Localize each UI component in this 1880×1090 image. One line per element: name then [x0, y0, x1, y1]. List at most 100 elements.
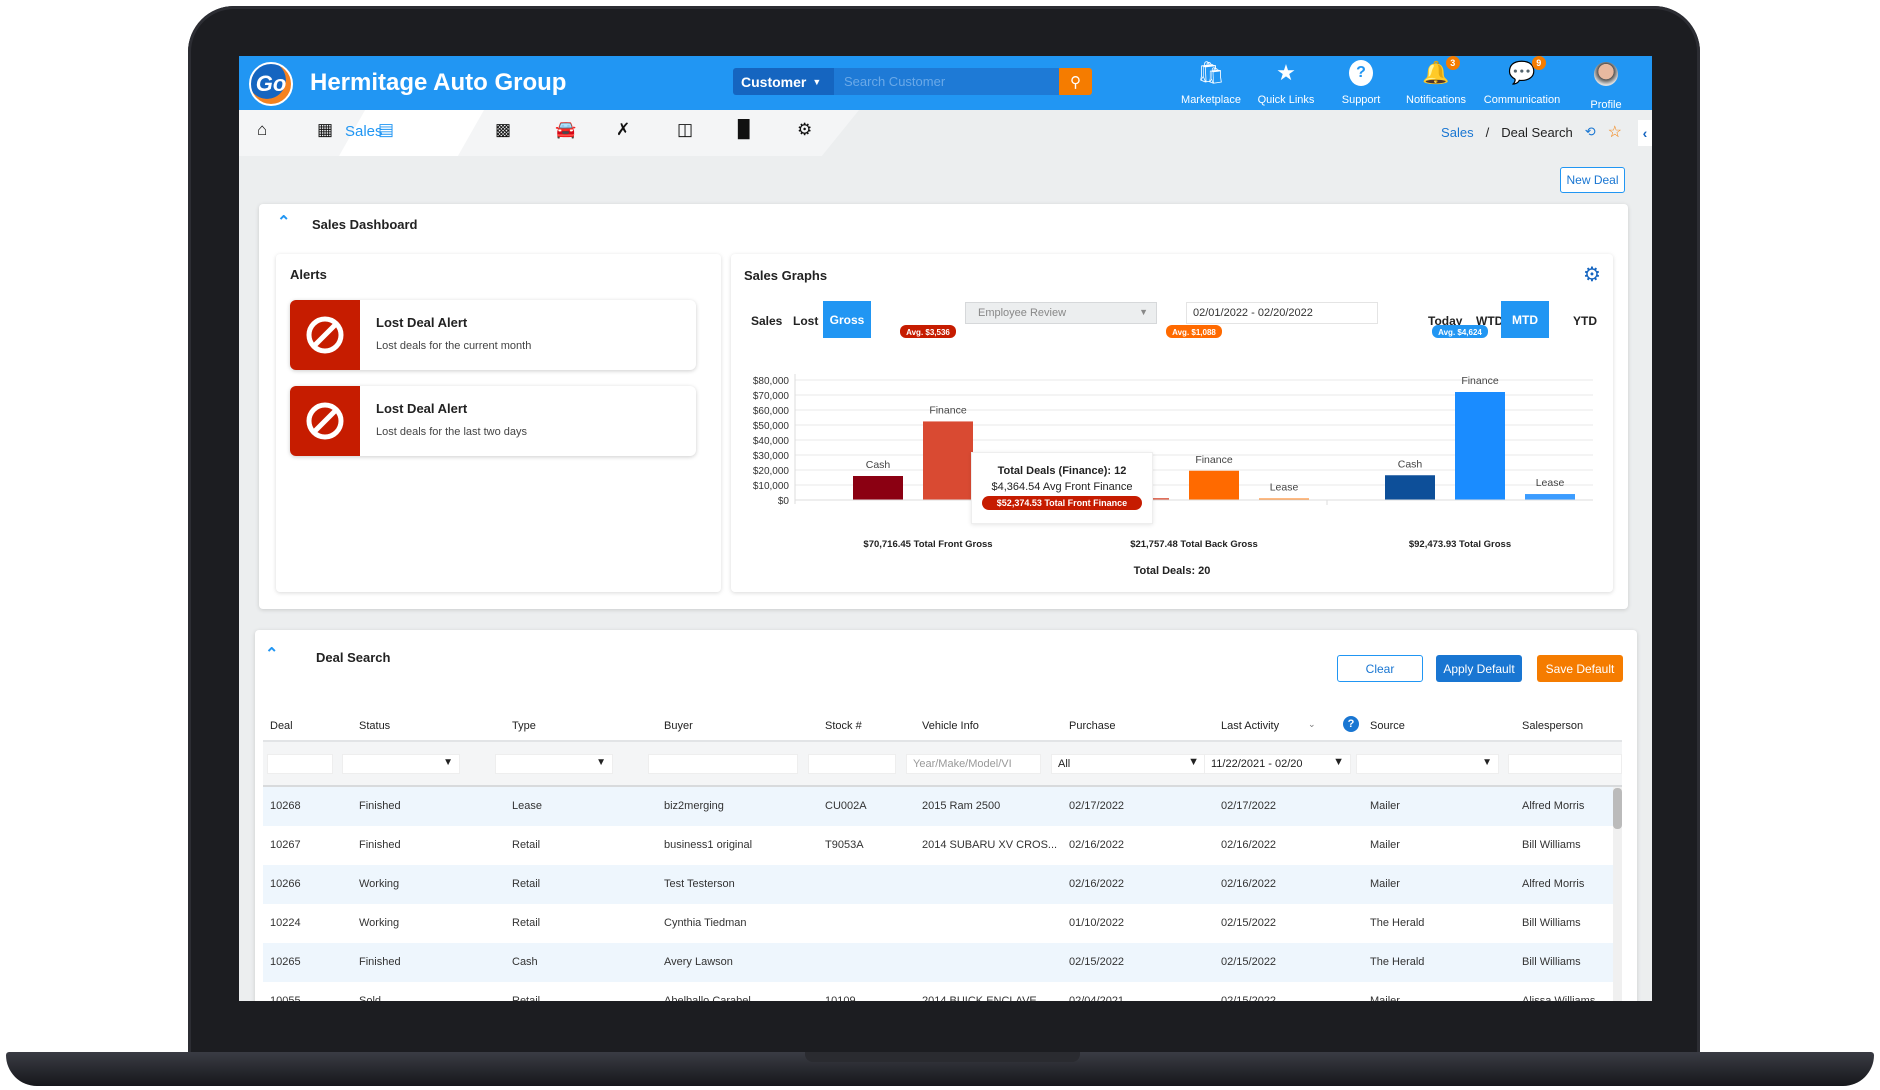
period-ytd[interactable]: YTD	[1573, 314, 1597, 328]
share-icon[interactable]: ⟲	[1584, 124, 1596, 139]
source-filter[interactable]: ▼	[1356, 754, 1499, 774]
settings-gear-icon[interactable]: ⚙	[1583, 264, 1601, 286]
table-cell: Cynthia Tiedman	[664, 917, 747, 929]
tab-sales[interactable]: Sales	[751, 314, 783, 328]
table-cell: Lease	[512, 800, 542, 812]
apply-default-button[interactable]: Apply Default	[1436, 655, 1522, 682]
help-icon[interactable]: ?	[1343, 716, 1359, 732]
table-scrollbar[interactable]	[1613, 787, 1622, 1001]
car-icon[interactable]: 🚘	[555, 120, 577, 139]
deal-filter[interactable]	[267, 754, 333, 774]
column-header[interactable]: Last Activity	[1221, 720, 1280, 732]
alert-item[interactable]: Lost Deal Alert Lost deals for the curre…	[290, 300, 696, 370]
alert-item[interactable]: Lost Deal Alert Lost deals for the last …	[290, 386, 696, 456]
go-logo[interactable]: Go	[249, 62, 293, 106]
period-wtd[interactable]: WTD	[1476, 314, 1504, 328]
last-activity-filter-value: 11/22/2021 - 02/20	[1211, 758, 1303, 770]
column-header[interactable]: Status	[359, 720, 391, 732]
star-icon[interactable]: ☆	[1607, 124, 1622, 141]
battery-icon[interactable]: ◫	[677, 120, 694, 139]
communication-button[interactable]: 💬 9 Communication	[1482, 56, 1562, 106]
table-row[interactable]: 10055 Sold Retail Abelballo Carabel 10109 201…	[263, 982, 1613, 1001]
save-default-button[interactable]: Save Default	[1537, 655, 1623, 682]
quick-links-button[interactable]: ★ Quick Links	[1246, 60, 1326, 106]
calculator-icon[interactable]: ▦	[317, 120, 334, 139]
alerts-card: Alerts Lost Deal Alert Lost deals for th…	[276, 254, 721, 592]
column-header[interactable]: Salesperson	[1522, 720, 1584, 732]
report-select[interactable]: Employee Review ▼	[965, 302, 1157, 324]
table-cell: 02/04/2021	[1069, 995, 1125, 1001]
group-total-label: $70,716.45 Total Front Gross	[863, 539, 992, 550]
table-cell: Bill Williams	[1522, 956, 1581, 968]
bar-finance	[1189, 470, 1239, 500]
table-cell: 02/17/2022	[1069, 800, 1125, 812]
y-tick-label: $30,000	[753, 451, 790, 462]
column-header[interactable]: Buyer	[664, 720, 693, 732]
stock-filter[interactable]	[808, 754, 896, 774]
column-header[interactable]: Purchase	[1069, 720, 1116, 732]
column-header[interactable]: Vehicle Info	[922, 720, 979, 732]
table-cell: The Herald	[1370, 917, 1425, 929]
column-header[interactable]: Stock #	[825, 720, 862, 732]
notifications-button[interactable]: 🔔 3 Notifications	[1396, 56, 1476, 106]
home-icon[interactable]: ⌂	[257, 120, 268, 139]
column-header[interactable]: Deal	[270, 720, 293, 732]
table-cell: 10265	[270, 956, 301, 968]
gear-icon[interactable]: ⚙	[797, 120, 813, 139]
breadcrumb-sales[interactable]: Sales	[1441, 124, 1474, 140]
type-filter[interactable]: ▼	[495, 754, 613, 774]
table-cell: T9053A	[825, 839, 864, 851]
tab-gross[interactable]: Gross	[823, 301, 871, 338]
tab-lost[interactable]: Lost	[793, 314, 819, 328]
period-mtd[interactable]: MTD	[1501, 301, 1549, 338]
scrollbar-thumb[interactable]	[1613, 788, 1622, 829]
clear-button[interactable]: Clear	[1337, 655, 1423, 682]
marketplace-label: Marketplace	[1181, 94, 1241, 106]
collapse-panel-button[interactable]: ‹	[1638, 120, 1652, 146]
collapse-chevron-icon[interactable]: ⌃	[265, 646, 279, 663]
salesperson-filter[interactable]	[1508, 754, 1622, 774]
search-scope-dropdown[interactable]: Customer ▼	[733, 68, 834, 95]
table-cell: 10267	[270, 839, 301, 851]
table-cell: Bill Williams	[1522, 917, 1581, 929]
table-cell: biz2merging	[664, 800, 724, 812]
table-cell: Retail	[512, 878, 541, 890]
bar-chart-icon[interactable]: ▉	[738, 120, 752, 139]
column-header[interactable]: Type	[512, 720, 536, 732]
table-row[interactable]: 10266 Working Retail Test Testerson 02/16/20…	[263, 865, 1613, 904]
table-cell: 02/15/2022	[1221, 995, 1277, 1001]
breadcrumb-current: Deal Search	[1501, 124, 1573, 140]
date-range-input[interactable]: 02/01/2022 - 02/20/2022	[1186, 302, 1378, 324]
table-row[interactable]: 10268 Finished Lease biz2merging CU002A 2015 …	[263, 787, 1613, 826]
sort-chevron-icon[interactable]: ⌄	[1308, 719, 1316, 729]
y-tick-label: $40,000	[753, 436, 790, 447]
contact-icon[interactable]: ▩	[495, 120, 512, 139]
marketplace-button[interactable]: 🛍 Marketplace	[1171, 60, 1251, 106]
alert-title: Lost Deal Alert	[376, 401, 468, 416]
column-header[interactable]: Source	[1370, 720, 1405, 732]
search-icon[interactable]: ⚲	[1059, 68, 1092, 95]
table-row[interactable]: 10265 Finished Cash Avery Lawson 02/15/2022 0…	[263, 943, 1613, 982]
sales-icon[interactable]: ▤	[378, 120, 395, 139]
period-today[interactable]: Today	[1428, 314, 1463, 328]
new-deal-button[interactable]: New Deal	[1560, 167, 1625, 193]
nav-tab-sales[interactable]: Sales	[345, 123, 383, 140]
alert-title: Lost Deal Alert	[376, 315, 468, 330]
filter-icon[interactable]: ▼	[1188, 756, 1199, 768]
filter-icon[interactable]: ▼	[1333, 756, 1344, 768]
avatar	[1594, 62, 1618, 86]
customer-search-input[interactable]	[834, 68, 1059, 95]
purchase-filter[interactable]: All ▼	[1051, 754, 1206, 774]
top-bar: Go Hermitage Auto Group Customer ▼ ⚲ 🛍 Mar…	[239, 56, 1652, 111]
profile-button[interactable]: Profile	[1566, 60, 1646, 111]
buyer-filter[interactable]	[648, 754, 798, 774]
tools-icon[interactable]: ✗	[616, 120, 631, 139]
table-cell: Retail	[512, 839, 541, 851]
table-row[interactable]: 10224 Working Retail Cynthia Tiedman 01/10/2…	[263, 904, 1613, 943]
last-activity-filter[interactable]: 11/22/2021 - 02/20 ▼	[1204, 754, 1351, 774]
table-row[interactable]: 10267 Finished Retail business1 original T90…	[263, 826, 1613, 865]
status-filter[interactable]: ▼	[342, 754, 460, 774]
support-button[interactable]: ? Support	[1321, 60, 1401, 106]
collapse-chevron-icon[interactable]: ⌃	[277, 214, 291, 231]
vehicle-filter[interactable]: Year/Make/Model/VI	[906, 754, 1041, 774]
